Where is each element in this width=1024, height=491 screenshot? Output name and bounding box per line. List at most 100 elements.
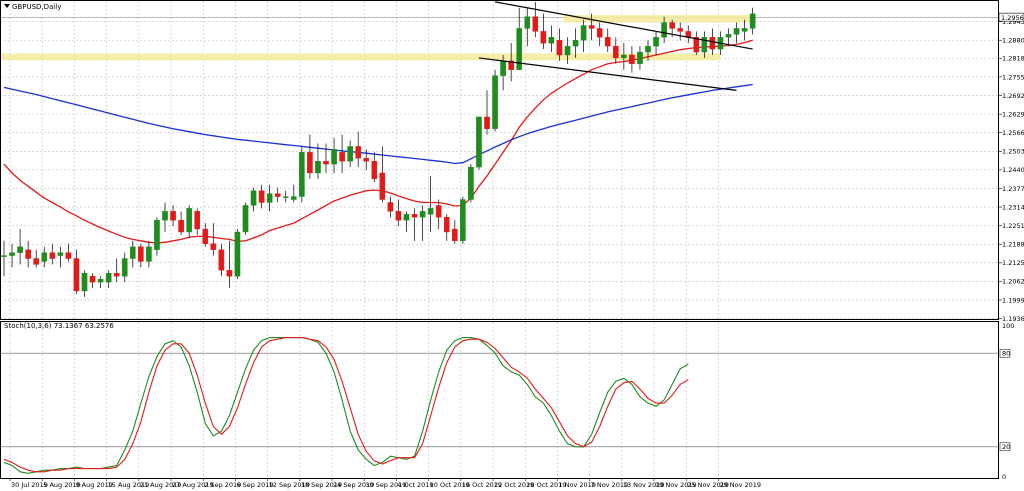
stoch-axis: 100 80 20 0	[999, 322, 1014, 481]
bull-candle	[1, 255, 7, 257]
bear-candle	[604, 37, 611, 47]
current-price-marker: 1.29565	[998, 12, 1024, 22]
bear-candle	[629, 54, 635, 65]
price-tick-label: 1.24405	[1002, 166, 1024, 174]
bull-candle	[749, 13, 756, 29]
bull-candle	[548, 37, 555, 44]
time-tick-label: 12 Sep 2019	[269, 481, 310, 489]
bear-candle	[113, 273, 120, 277]
bear-candle	[170, 211, 176, 221]
price-tick-label: 1.26295	[1002, 110, 1024, 118]
time-tick-label: 6 Sep 2019	[236, 481, 273, 489]
trendline	[494, 1, 753, 50]
price-tick-label: 1.25035	[1002, 148, 1024, 156]
bull-candle	[733, 28, 740, 35]
price-tick-label: 1.29430	[1002, 18, 1024, 26]
bear-candle	[363, 158, 370, 162]
bull-candle	[146, 246, 152, 262]
time-tick-label: 10 Oct 2019	[430, 481, 470, 489]
bull-candle	[347, 146, 353, 162]
price-tick-label: 1.22515	[1002, 222, 1024, 230]
bull-candle	[572, 40, 579, 47]
price-tick-label: 1.25665	[1002, 129, 1024, 137]
main-pane-border	[0, 0, 999, 320]
price-tick-label: 1.28800	[1002, 37, 1024, 45]
bear-candle	[379, 172, 386, 200]
stoch-signal-line	[3, 337, 689, 473]
price-tick-label: 1.23145	[1002, 203, 1024, 211]
bull-candle	[17, 246, 23, 253]
time-tick-label: 19 Nov 2019	[655, 481, 697, 489]
bear-candle	[339, 152, 345, 162]
bear-candle	[484, 116, 490, 129]
bull-candle	[129, 246, 136, 259]
bull-candle	[41, 252, 48, 262]
bear-candle	[693, 37, 700, 53]
price-tick-label: 1.27555	[1002, 73, 1024, 81]
bear-candle	[443, 217, 450, 233]
price-tick-label: 1.21255	[1002, 259, 1024, 267]
bear-candle	[65, 252, 72, 259]
current-price-box	[998, 12, 1024, 22]
trendline	[478, 57, 737, 91]
bull-candle	[637, 51, 643, 65]
bull-candle	[468, 166, 474, 200]
time-tick-label: 4 Oct 2019	[397, 481, 433, 489]
stoch-tick-label: 80	[1002, 350, 1010, 358]
bear-candle	[323, 160, 329, 165]
bear-candle	[387, 202, 394, 212]
bull-candle	[105, 273, 112, 283]
bull-candle	[154, 219, 160, 250]
bear-candle	[669, 22, 675, 29]
stoch-tick-label: 20	[1002, 443, 1010, 451]
triangle-down-icon[interactable]	[4, 4, 10, 8]
bull-candle	[476, 116, 482, 168]
bull-candle	[299, 152, 305, 197]
bull-candle	[419, 211, 426, 218]
time-tick-label: 25 Nov 2019	[687, 481, 729, 489]
bull-candle	[725, 34, 732, 38]
bull-candle	[741, 28, 748, 32]
time-tick-label: 29 Nov 2019	[719, 481, 761, 489]
price-tick-label: 1.19365	[1002, 315, 1024, 323]
stoch-title: Stoch(10,3,6) 73.1367 63.2576	[4, 322, 114, 330]
price-tick-label: 1.26925	[1002, 92, 1024, 100]
bear-candle	[89, 276, 96, 283]
bear-candle	[194, 211, 201, 230]
bear-candle	[258, 190, 265, 203]
current-price-label: 1.29565	[1001, 14, 1024, 22]
time-tick-label: 9 Aug 2019	[75, 481, 113, 489]
bull-candle	[121, 258, 128, 277]
time-tick-label: 13 Nov 2019	[623, 481, 665, 489]
chart-frame	[0, 0, 999, 479]
candlesticks	[1, 1, 756, 297]
bull-candle	[460, 199, 466, 242]
bull-candle	[282, 196, 289, 198]
time-tick-label: 22 Oct 2019	[494, 481, 534, 489]
bull-candle	[315, 160, 321, 174]
price-zone	[563, 15, 753, 23]
bear-candle	[274, 193, 281, 197]
time-tick-label: 1 Nov 2019	[558, 481, 596, 489]
bull-candle	[500, 60, 506, 76]
stoch-pane-border	[0, 321, 999, 479]
bear-candle	[49, 252, 56, 259]
bull-candle	[81, 273, 88, 292]
bear-candle	[33, 258, 39, 265]
bull-candle	[9, 252, 15, 256]
bear-candle	[73, 258, 80, 292]
bull-candle	[57, 252, 64, 256]
bear-candle	[613, 45, 619, 59]
time-tick-label: 16 Oct 2019	[462, 481, 502, 489]
price-tick-label: 1.28185	[1002, 55, 1024, 63]
bull-candle	[186, 208, 192, 233]
time-tick-label: 7 Nov 2019	[591, 481, 629, 489]
bull-candle	[427, 208, 434, 215]
bear-candle	[226, 270, 233, 277]
bear-candle	[588, 25, 595, 29]
bull-candle	[645, 45, 651, 53]
bear-candle	[540, 31, 547, 44]
bear-candle	[371, 160, 378, 180]
bear-candle	[532, 16, 539, 32]
